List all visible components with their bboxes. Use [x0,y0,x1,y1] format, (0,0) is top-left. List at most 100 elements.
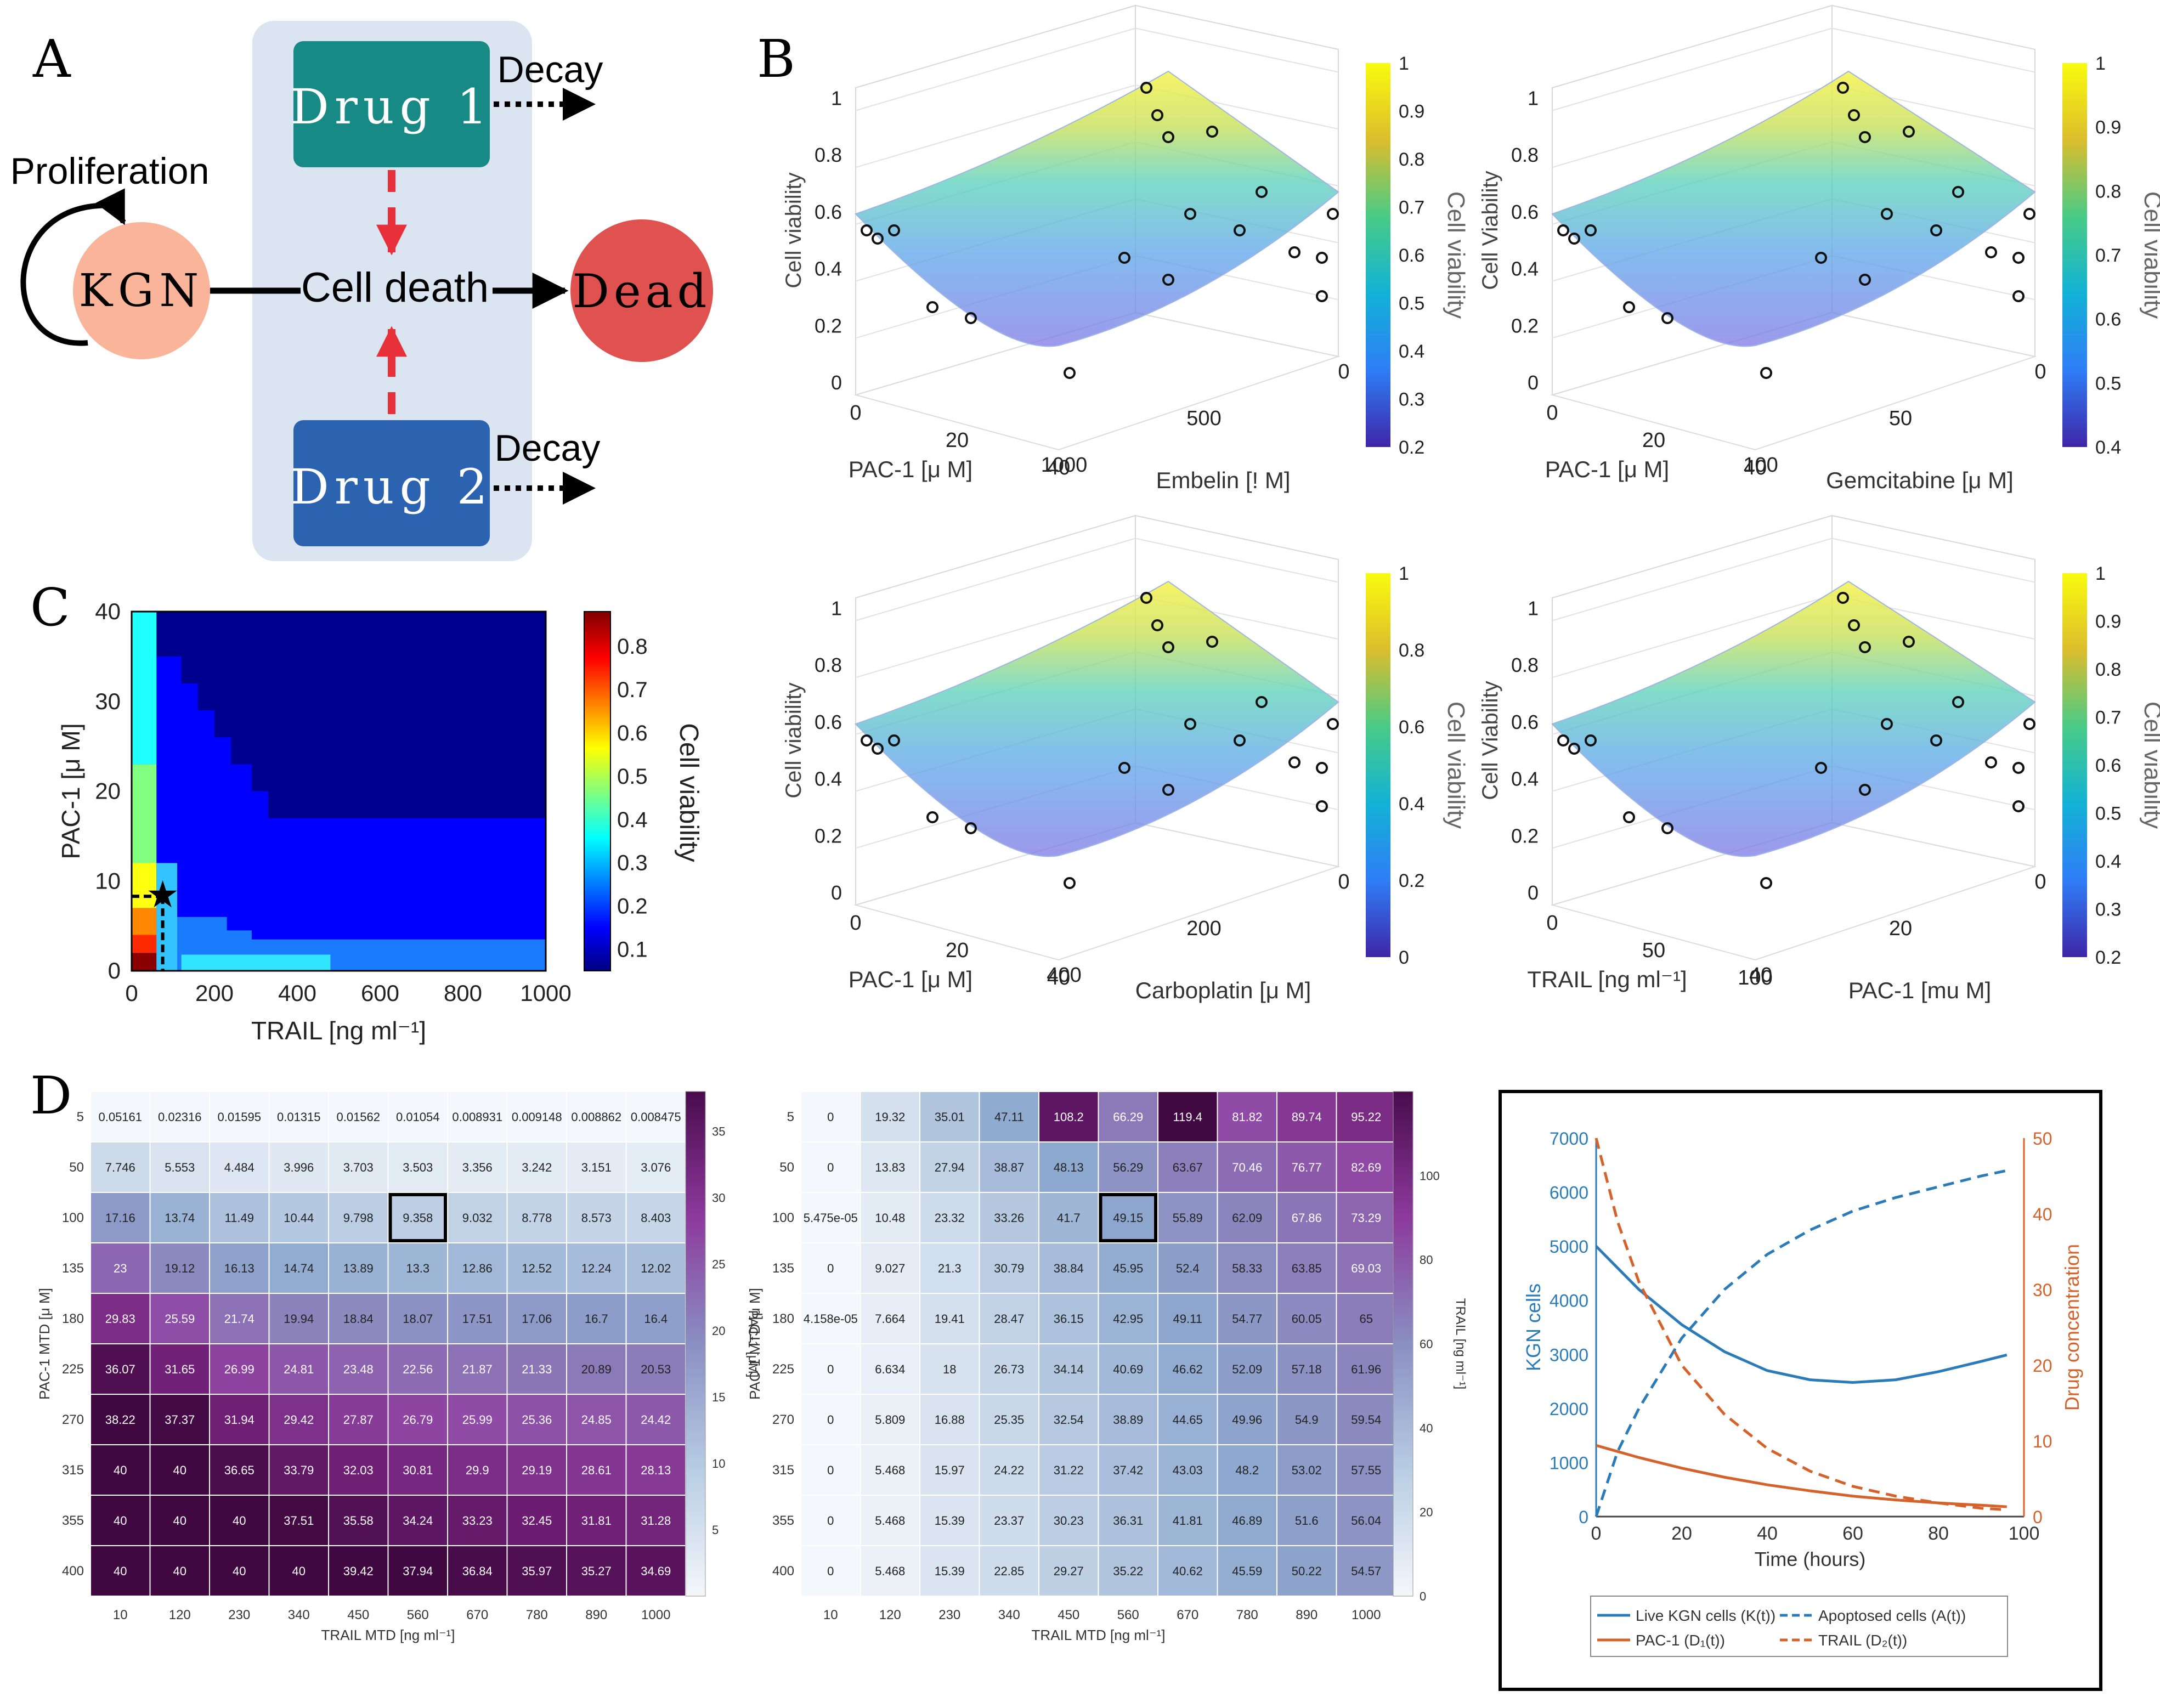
data-point [1118,762,1130,774]
heatmap-cell-value: 36.84 [462,1564,493,1578]
heatmap-cell-value: 29.42 [284,1413,314,1427]
z-tick-label: 0.6 [1511,711,1539,733]
heatmap-cell [1098,1343,1158,1395]
heatmap-cell-value: 70.46 [1232,1161,1262,1174]
colorbar [685,1091,706,1597]
heatmap-cell [800,1444,861,1496]
heatmap-cell [800,1545,861,1597]
z-tick-label: 0.4 [815,768,842,790]
heatmap-cell [1157,1444,1218,1496]
heatmap-cell [132,935,157,953]
heatmap-cell [506,1343,567,1395]
heatmap-cell-value: 36.15 [1054,1312,1084,1326]
heatmap-cell [800,1293,861,1344]
heatmap-cell-value: 108.2 [1054,1110,1084,1124]
heatmap-cell [860,1495,920,1546]
y-tick-label: 5 [77,1110,84,1124]
heatmap-cell-value: 35.01 [935,1110,965,1124]
heatmap-cell [1157,1242,1218,1294]
heatmap-cell [447,1444,508,1496]
heatmap-cell [268,1293,329,1344]
data-point [1903,126,1915,138]
z-axis-label: Cell viability [782,172,806,288]
data-point [1661,822,1673,834]
heatmap-cell [1276,1343,1337,1395]
kgn-label: KGN [79,265,205,317]
heatmap-cell-value: 12.86 [462,1262,493,1275]
heatmap-cell [1217,1545,1277,1597]
heatmap-cell-value: 0.008862 [571,1110,621,1124]
heatmap-cell-value: 73.29 [1351,1211,1381,1225]
heatmap-cell-value: 35.27 [581,1564,612,1578]
heatmap-cell [1157,1394,1218,1445]
heatmap-cell-value: 6.634 [875,1362,905,1376]
colorbar-tick-label: 0.2 [2095,947,2121,968]
heatmap-cell-value: 62.09 [1232,1211,1262,1225]
x-tick-label: 20 [1642,429,1665,452]
heatmap-cell-value: 34.14 [1054,1362,1084,1376]
heatmap-cell [625,1141,686,1193]
legend-entry: Live KGN cells (K(t)) [1636,1607,1776,1624]
z-tick-label: 0.8 [815,144,842,166]
heatmap-cell-value: 33.79 [284,1463,314,1477]
data-point [1162,131,1174,143]
x-axis-label: TRAIL MTD [ng ml⁻¹] [321,1627,455,1643]
data-point [1206,126,1218,138]
data-point [1903,636,1915,648]
heatmap-cell-value: 23.32 [935,1211,965,1225]
heatmap-cell-value: 0.01315 [277,1110,321,1124]
colorbar-label: TRAIL [ng ml⁻¹] [1453,1298,1468,1389]
heatmap-cell [209,1192,270,1243]
heatmap-cell-value: 56.04 [1351,1514,1381,1528]
surface-plot-b2: 0 0.2 0.4 0.6 0.8 1 Cell Viability 0 20 40 PAC-1 [… [1478,4,2160,493]
x-tick-label: 0 [125,980,138,1006]
legend-entry: Apoptosed cells (A(t)) [1818,1607,1966,1624]
y-tick-label: 355 [62,1513,84,1528]
heatmap-cell [1217,1444,1277,1496]
z-tick-label: 0.4 [815,258,842,280]
heatmap-cell-value: 52.09 [1232,1362,1262,1376]
x-tick-label: 0 [1591,1523,1602,1544]
heatmap-cell [328,1444,389,1496]
heatmap-cell-value: 12.52 [522,1262,552,1275]
data-point [1316,290,1328,302]
decay1-label: Decay [497,49,603,91]
heatmap-cell-value: 24.85 [581,1413,612,1427]
heatmap-cell-value: 8.778 [522,1211,552,1225]
heatmap-cell [1098,1141,1158,1193]
data-point [1184,718,1196,730]
y-tick-label: 5000 [1550,1237,1588,1257]
heatmap-cell-value: 3.356 [462,1161,493,1174]
heatmap-cell-value: 37.94 [403,1564,433,1578]
heatmap-cell-value: 40 [292,1564,306,1578]
heatmap-cell [919,1091,980,1143]
data-point [2023,208,2035,220]
gridline [1831,538,2035,583]
heatmap-cell [328,1141,389,1193]
x-tick-label: 40 [1744,456,1767,479]
x-tick-label: 40 [1757,1523,1778,1544]
data-point [1234,224,1246,236]
gridline [1552,84,1833,168]
heatmap-cell [149,1545,210,1597]
heatmap-cell [1038,1141,1099,1193]
heatmap-cell [1098,1495,1158,1546]
colorbar-tick-label: 0.9 [1399,101,1424,122]
data-point [1256,186,1268,198]
heatmap-cell [328,1495,389,1546]
y-tick-label: 4000 [1550,1291,1588,1311]
y-axis-label: Gemcitabine [μ M] [1826,467,2014,493]
heatmap-cell-value: 0.01054 [396,1110,440,1124]
x-tick-label: 890 [1296,1608,1318,1622]
heatmap-cell [979,1141,1039,1193]
x-tick-label: 0 [1546,401,1558,425]
heatmap-cell [800,1343,861,1395]
heatmap-cell [919,1444,980,1496]
data-point [1985,756,1997,768]
z-axis-label: Cell viability [782,682,806,798]
heatmap-cell-value: 56.29 [1113,1161,1143,1174]
z-tick-label: 0.2 [815,314,842,337]
heatmap-cell [1336,1293,1396,1344]
heatmap-cell [566,1495,627,1546]
heatmap-cell [447,1394,508,1445]
